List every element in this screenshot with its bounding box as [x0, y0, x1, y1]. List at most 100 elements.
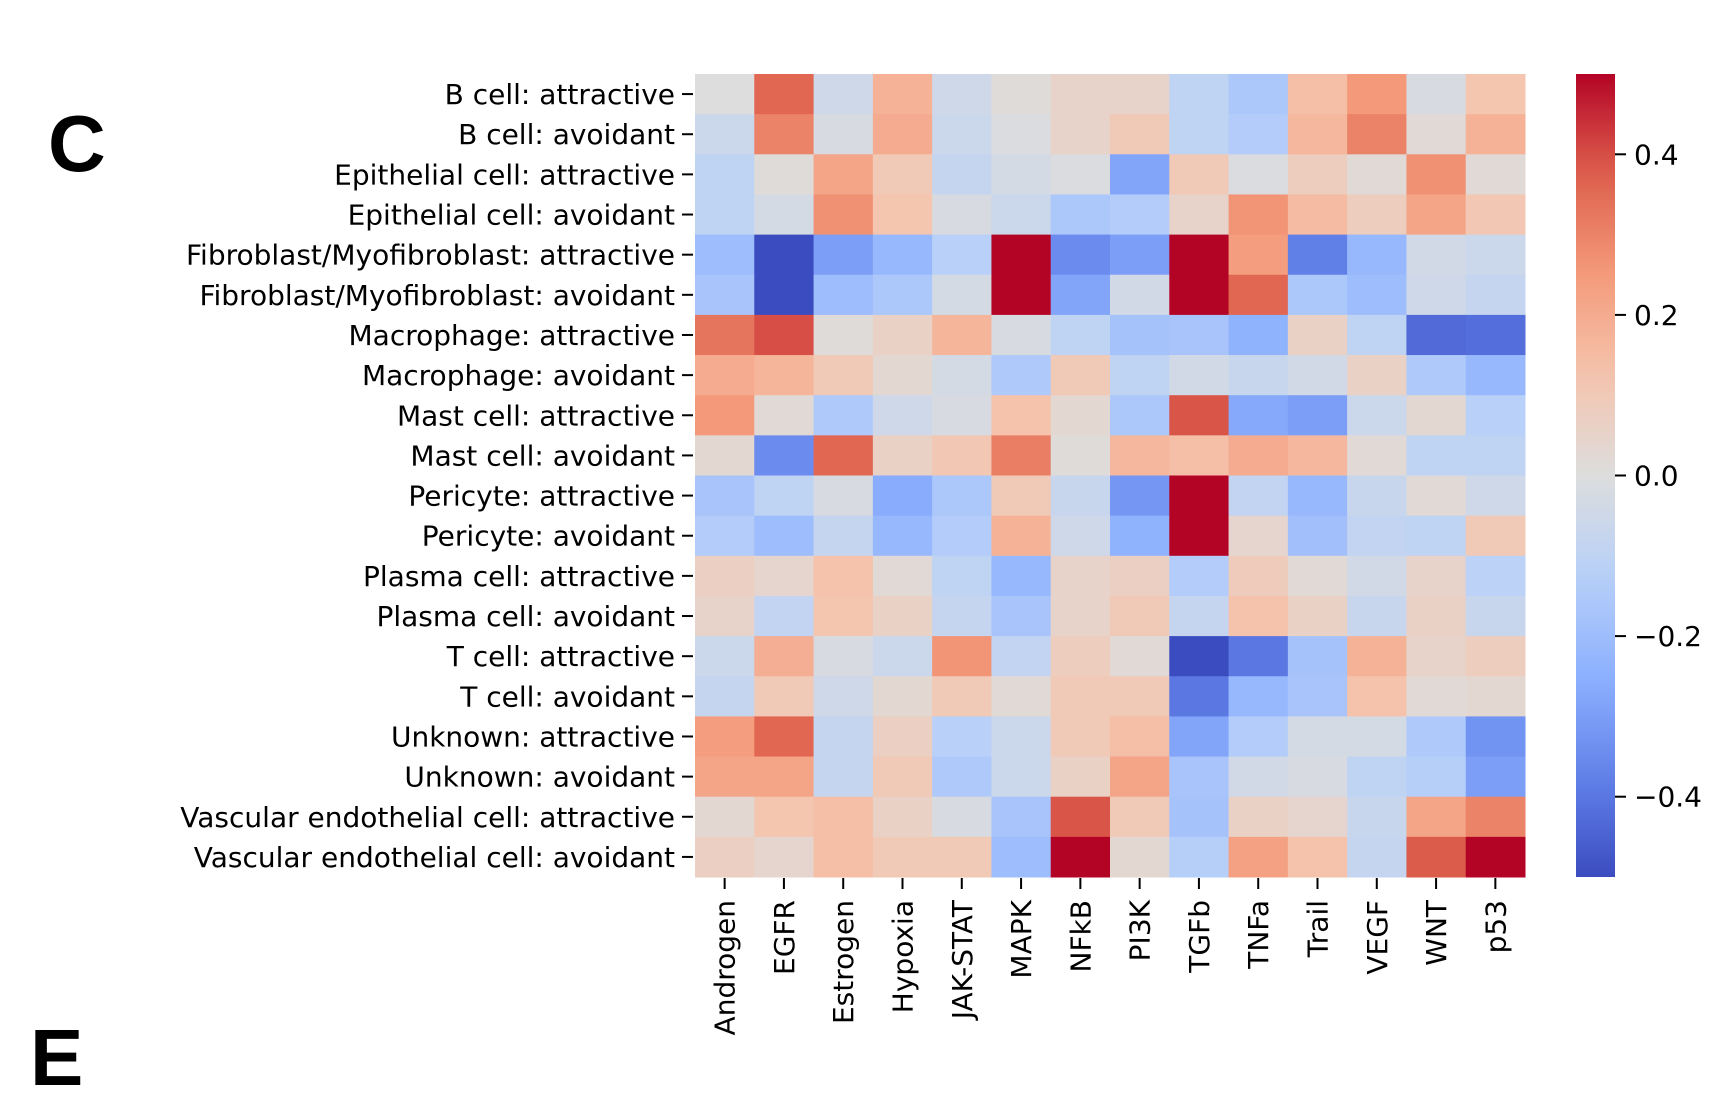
heatmap-cell	[1228, 595, 1289, 637]
heatmap-cell	[1287, 796, 1348, 838]
heatmap-cell	[1465, 636, 1526, 677]
row-label: Epithelial cell: attractive	[334, 158, 675, 191]
heatmap-cell	[813, 836, 874, 878]
heatmap-cell	[1050, 475, 1111, 517]
heatmap-cell	[872, 636, 933, 677]
heatmap-cell	[1228, 636, 1289, 677]
colorbar-tick-label: 0.0	[1634, 460, 1679, 493]
heatmap-cell	[1347, 676, 1407, 717]
heatmap-cell	[932, 114, 992, 155]
heatmap-cell	[754, 314, 815, 356]
heatmap-cell	[754, 74, 815, 115]
heatmap-cell	[695, 636, 755, 677]
heatmap-cell	[1347, 836, 1407, 878]
column-label: Estrogen	[827, 900, 860, 1024]
heatmap-cell	[1169, 74, 1230, 115]
heatmap-cell	[872, 555, 933, 597]
heatmap-cell	[1110, 836, 1170, 878]
heatmap-cell	[872, 194, 933, 236]
row-label: Vascular endothelial cell: attractive	[180, 801, 675, 834]
row-label: Mast cell: avoidant	[410, 439, 675, 472]
heatmap-cell	[991, 716, 1052, 758]
heatmap-cell	[1110, 515, 1170, 557]
heatmap-cell	[1347, 515, 1407, 557]
heatmap-cell	[1287, 355, 1348, 396]
heatmap-cell	[1228, 475, 1289, 517]
heatmap-cell	[754, 274, 815, 316]
heatmap-cell	[813, 274, 874, 316]
heatmap-cell	[1406, 555, 1467, 597]
column-label: Trail	[1302, 900, 1335, 958]
heatmap-cell	[1287, 515, 1348, 557]
colorbar-ticks: −0.4 −0.2 0.0 0.2 0.4	[1615, 138, 1702, 814]
heatmap-cell	[872, 314, 933, 356]
heatmap-cell	[813, 154, 874, 195]
heatmap-cell	[991, 154, 1052, 195]
heatmap-cell	[1110, 716, 1170, 758]
colorbar-tick-label: 0.2	[1634, 299, 1679, 332]
row-label: Vascular endothelial cell: avoidant	[194, 841, 675, 874]
heatmap-cell	[1110, 395, 1170, 436]
heatmap-cell	[754, 475, 815, 517]
heatmap-cell	[1110, 756, 1170, 798]
heatmap-cell	[872, 836, 933, 878]
heatmap-cell	[1228, 756, 1289, 798]
heatmap-cell	[1406, 395, 1467, 436]
heatmap-cell	[1110, 636, 1170, 677]
heatmap-cell	[1287, 274, 1348, 316]
heatmap-cell	[991, 555, 1052, 597]
heatmap-cell	[1110, 355, 1170, 396]
heatmap-cell	[991, 676, 1052, 717]
heatmap-cell	[813, 314, 874, 356]
row-label: Unknown: avoidant	[404, 761, 675, 794]
heatmap-cell	[1110, 194, 1170, 236]
heatmap-cell	[1465, 756, 1526, 798]
heatmap-cell	[754, 515, 815, 557]
heatmap-cell	[1050, 555, 1111, 597]
heatmap-cell	[1406, 355, 1467, 396]
heatmap-cell	[1406, 114, 1467, 155]
heatmap-cell	[1050, 154, 1111, 195]
heatmap-cell	[991, 274, 1052, 316]
heatmap-cell	[813, 475, 874, 517]
row-label: T cell: avoidant	[459, 680, 675, 713]
heatmap-cell	[1347, 74, 1407, 115]
heatmap-cell	[932, 595, 992, 637]
heatmap-cell	[754, 796, 815, 838]
heatmap-cell	[754, 595, 815, 637]
heatmap-cell	[1287, 836, 1348, 878]
heatmap-cell	[1110, 555, 1170, 597]
heatmap-cell	[1110, 475, 1170, 517]
colorbar	[1576, 74, 1615, 877]
heatmap-cell	[932, 756, 992, 798]
column-label: Hypoxia	[887, 900, 920, 1013]
heatmap-chart: B cell: attractive B cell: avoidant Epithe…	[180, 74, 1702, 1035]
heatmap-cell	[1169, 395, 1230, 436]
heatmap-cell	[932, 274, 992, 316]
heatmap-cell	[754, 154, 815, 195]
heatmap-cell	[1169, 114, 1230, 155]
heatmap-cell	[1110, 234, 1170, 276]
heatmap-cell	[932, 555, 992, 597]
heatmap-cell	[1347, 595, 1407, 637]
heatmap-cell	[872, 355, 933, 396]
heatmap-cell	[991, 515, 1052, 557]
heatmap-cell	[1050, 756, 1111, 798]
heatmap-cell	[872, 154, 933, 195]
row-label: Pericyte: attractive	[408, 480, 675, 513]
heatmap-cell	[1110, 796, 1170, 838]
heatmap-cell	[1169, 555, 1230, 597]
heatmap-cell	[1465, 515, 1526, 557]
heatmap-cell	[1228, 234, 1289, 276]
heatmap-cell	[1406, 274, 1467, 316]
column-labels: Androgen EGFR Estrogen Hypoxia JAK-STAT MAPK N…	[709, 878, 1512, 1035]
heatmap-cell	[991, 314, 1052, 356]
column-label: MAPK	[1005, 899, 1038, 978]
heatmap-cell	[813, 515, 874, 557]
heatmap-cell	[932, 435, 992, 476]
heatmap-cell	[1287, 395, 1348, 436]
heatmap-cell	[1287, 636, 1348, 677]
heatmap-cell	[1228, 435, 1289, 476]
heatmap-cell	[872, 395, 933, 436]
heatmap-cell	[872, 515, 933, 557]
